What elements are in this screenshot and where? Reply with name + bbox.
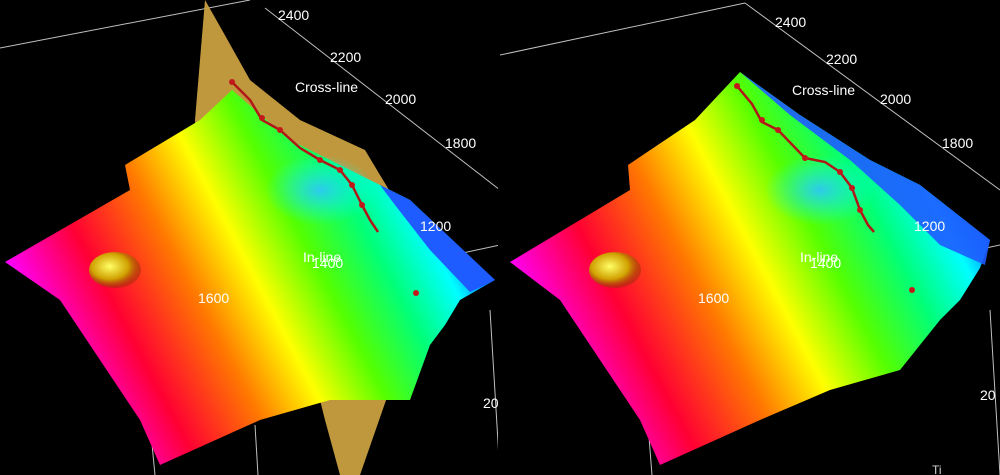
inline-tick-1600: 1600 bbox=[698, 290, 729, 306]
crossline-tick-2200: 2200 bbox=[826, 51, 857, 67]
horizon-surface[interactable] bbox=[510, 72, 990, 465]
horizon-surface-blue-edge bbox=[740, 72, 990, 265]
crossline-tick-2400: 2400 bbox=[278, 7, 309, 23]
inline-tick-1400: 1400 bbox=[312, 255, 343, 271]
crossline-tick-2200: 2200 bbox=[330, 49, 361, 65]
inline-tick-1200: 1200 bbox=[420, 218, 451, 234]
crossline-tick-1800: 1800 bbox=[445, 135, 476, 151]
crossline-tick-2000: 2000 bbox=[880, 91, 911, 107]
horizon-depression bbox=[265, 155, 375, 225]
left-3d-viewport[interactable]: Cross-line 2400 2200 2000 1800 In-line 1… bbox=[0, 0, 500, 475]
dome-bump bbox=[589, 252, 641, 288]
crossline-axis-title: Cross-line bbox=[295, 79, 358, 95]
left-3d-scene[interactable]: Cross-line 2400 2200 2000 1800 In-line 1… bbox=[0, 0, 500, 475]
corner-partial-label: Ti bbox=[932, 463, 942, 475]
fault-sticks[interactable] bbox=[736, 85, 875, 233]
crossline-tick-2400: 2400 bbox=[775, 14, 806, 30]
right-3d-viewport[interactable]: Cross-line 2400 2200 2000 1800 In-line 1… bbox=[500, 0, 1000, 475]
inline-axis-title: In-line bbox=[800, 249, 838, 265]
crossline-axis-title: Cross-line bbox=[792, 82, 855, 98]
inline-tick-1400: 1400 bbox=[810, 255, 841, 271]
horizon-surface[interactable] bbox=[5, 90, 495, 465]
vertical-axis-partial-tick: 20 bbox=[483, 395, 499, 411]
crossline-tick-2000: 2000 bbox=[385, 91, 416, 107]
right-3d-scene[interactable]: Cross-line 2400 2200 2000 1800 In-line 1… bbox=[500, 0, 1000, 475]
vertical-axis-partial-tick: 20 bbox=[980, 387, 996, 403]
dome-bump bbox=[89, 252, 141, 288]
inline-tick-1200: 1200 bbox=[914, 218, 945, 234]
fault-stick-nodes bbox=[229, 79, 419, 296]
inline-tick-1600: 1600 bbox=[198, 290, 229, 306]
crossline-tick-1800: 1800 bbox=[942, 135, 973, 151]
horizon-depression bbox=[765, 155, 875, 225]
horizon-surface-blue-edge bbox=[380, 185, 495, 292]
inline-axis-title: In-line bbox=[303, 249, 341, 265]
fault-stick-nodes bbox=[734, 83, 915, 293]
